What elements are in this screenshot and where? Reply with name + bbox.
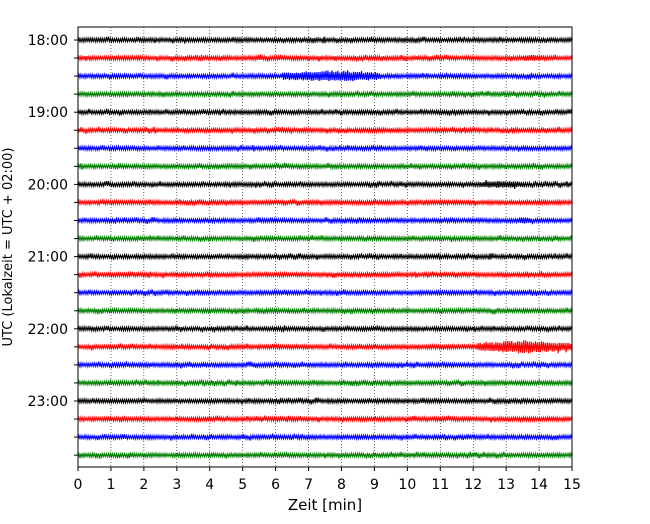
x-tick-label: 10 <box>398 477 416 493</box>
x-tick-label: 12 <box>464 477 482 493</box>
x-tick-label: 9 <box>370 477 379 493</box>
x-tick-label: 5 <box>238 477 247 493</box>
x-tick-label: 13 <box>497 477 515 493</box>
trace-2100 <box>77 252 573 261</box>
trace-1815 <box>77 53 573 63</box>
trace-1845 <box>77 89 573 99</box>
trace-2230 <box>77 360 573 370</box>
trace-2345 <box>77 451 573 460</box>
y-tick-label: 20:00 <box>28 177 68 193</box>
y-tick-layer: 18:00 19:00 20:00 21:00 22:00 23:00 <box>28 33 78 456</box>
x-tick-label: 3 <box>172 477 181 493</box>
trace-2000 <box>77 180 573 190</box>
y-tick-label: 21:00 <box>28 250 68 266</box>
y-tick-label: 19:00 <box>28 105 68 121</box>
trace-2330 <box>77 432 573 442</box>
y-axis-label: UTC (Lokalzeit = UTC + 02:00) <box>1 148 16 347</box>
x-tick-label: 6 <box>271 477 280 493</box>
trace-1830 <box>77 70 573 82</box>
trace-1800 <box>77 35 573 45</box>
trace-layer <box>77 35 573 460</box>
x-tick-label: 0 <box>74 477 83 493</box>
trace-2215 <box>77 340 573 354</box>
y-tick-label: 22:00 <box>28 322 68 338</box>
trace-2015 <box>77 198 573 207</box>
trace-2115 <box>77 270 573 279</box>
x-tick-layer: 0 1 2 3 4 5 6 7 8 9 10 11 12 13 14 15 <box>74 467 581 493</box>
x-axis-label: Zeit [min] <box>288 496 362 514</box>
trace-2145 <box>77 306 573 315</box>
x-tick-label: 14 <box>530 477 548 493</box>
trace-1930 <box>77 144 573 153</box>
trace-1915 <box>77 126 573 135</box>
grid-layer <box>110 27 540 467</box>
x-tick-label: 11 <box>431 477 449 493</box>
trace-2300 <box>77 396 573 406</box>
trace-1900 <box>77 108 573 117</box>
x-tick-label: 15 <box>563 477 581 493</box>
x-tick-label: 4 <box>205 477 214 493</box>
plot-frame <box>77 26 573 468</box>
x-tick-label: 7 <box>304 477 313 493</box>
trace-2130 <box>77 288 573 297</box>
y-tick-label: 23:00 <box>28 394 68 410</box>
x-tick-label: 2 <box>139 477 148 493</box>
trace-2030 <box>77 216 573 225</box>
trace-2315 <box>77 414 573 424</box>
trace-1945 <box>77 162 573 171</box>
trace-2245 <box>77 378 573 388</box>
trace-2045 <box>77 234 573 243</box>
y-tick-label: 18:00 <box>28 33 68 49</box>
trace-2200 <box>77 324 573 333</box>
x-tick-label: 1 <box>106 477 115 493</box>
x-tick-label: 8 <box>337 477 346 493</box>
